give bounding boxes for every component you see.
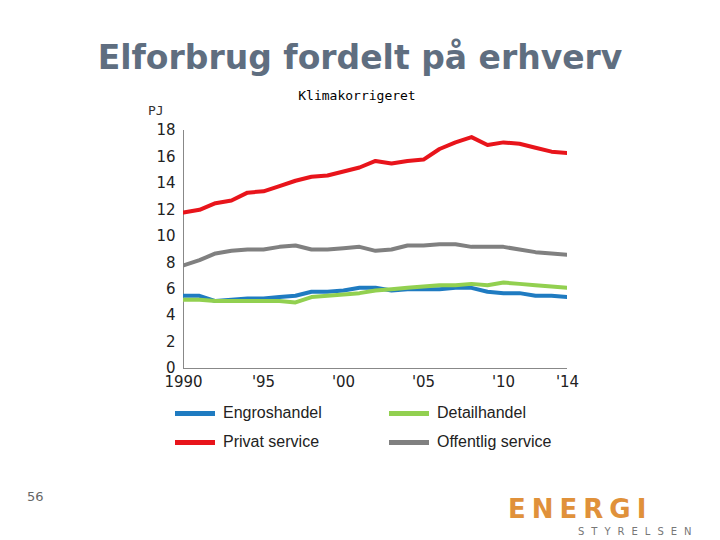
html-text:Elforbrug fordelt på erhverv: Elforbrug fordelt på erhverv: [97, 38, 623, 77]
svg-text:14: 14: [156, 174, 175, 192]
svg-text:6: 6: [166, 280, 176, 298]
html-text:ENERGI: ENERGI: [508, 494, 653, 524]
svg-text:'05: '05: [412, 373, 435, 391]
svg-text:16: 16: [156, 148, 175, 166]
svg-text:18: 18: [156, 121, 175, 139]
html-text:STYRELSEN: STYRELSEN: [578, 526, 699, 537]
svg-text:'10: '10: [492, 373, 515, 391]
html-text:Privat service: Privat service: [223, 433, 319, 450]
svg-text:2: 2: [166, 333, 176, 351]
svg-text:8: 8: [166, 254, 176, 272]
html-text:Detailhandel: Detailhandel: [437, 404, 526, 421]
svg-text:'14: '14: [556, 373, 579, 391]
svg-text:10: 10: [156, 227, 175, 245]
html-text:Offentlig service: Offentlig service: [437, 433, 552, 450]
svg-text:4: 4: [166, 306, 176, 324]
svg-text:12: 12: [156, 201, 175, 219]
svg-text:0: 0: [166, 359, 176, 378]
html-text:56: 56: [27, 489, 44, 504]
svg-text:1990: 1990: [164, 373, 202, 391]
svg-text:'00: '00: [332, 373, 355, 391]
svg-text:'95: '95: [252, 373, 275, 391]
html-text:PJ: PJ: [148, 103, 164, 118]
html-text:Klimakorrigeret: Klimakorrigeret: [298, 88, 416, 103]
html-text:Engroshandel: Engroshandel: [223, 404, 322, 421]
